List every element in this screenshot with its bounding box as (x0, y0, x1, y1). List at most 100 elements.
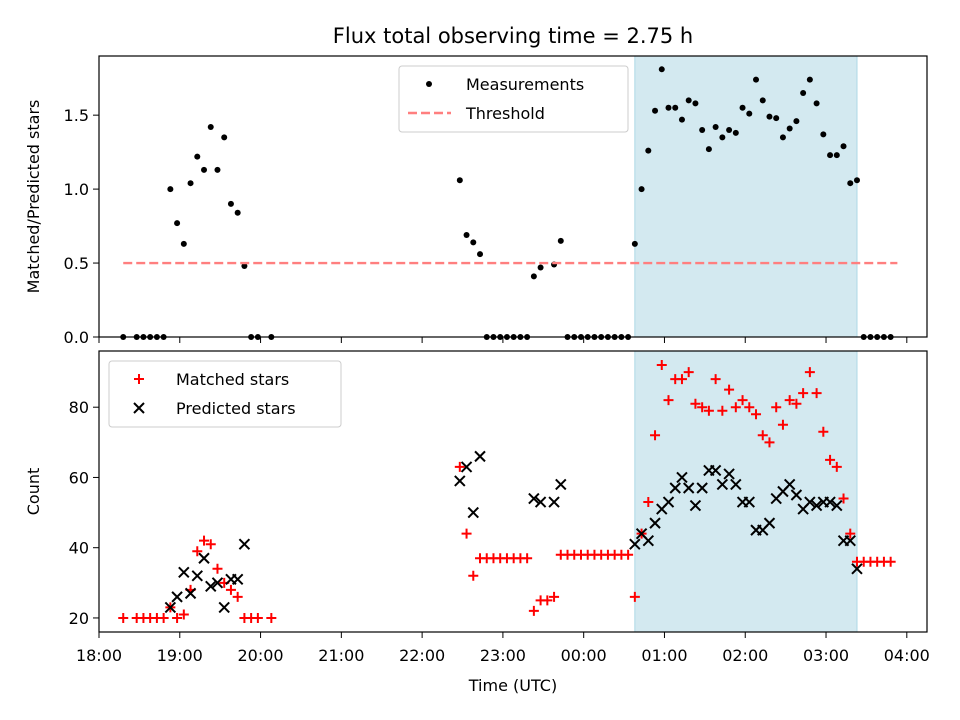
matched-point (468, 570, 479, 581)
predicted-point (709, 464, 722, 477)
predicted-point (548, 496, 560, 508)
observing-window-shade (634, 350, 858, 633)
measurement-point (793, 118, 800, 125)
predicted-point (649, 517, 661, 529)
measurement-point (699, 126, 706, 133)
measurement-point (786, 125, 793, 132)
measurement-point (557, 237, 564, 244)
predicted-point (682, 482, 695, 494)
measurement-point (806, 76, 813, 83)
predicted-point (218, 601, 230, 614)
x-tick-label: 23:00 (480, 646, 526, 665)
x-axis-label: Time (UTC) (468, 676, 557, 695)
predicted-point (164, 601, 177, 614)
measurement-point (753, 76, 760, 83)
legend-label: Threshold (465, 104, 545, 123)
measurement-point (773, 115, 780, 122)
panel-2: 20 40 60 80 18:00 19:00 20:00 21:00 22:00 23:00 00… (24, 350, 930, 695)
measurement-point (180, 240, 187, 247)
predicted-point (454, 475, 466, 487)
matched-point (225, 584, 236, 595)
matched-point (643, 497, 654, 508)
legend: Matched stars Predicted stars (108, 360, 342, 428)
y-tick-label: 1.5 (64, 106, 89, 125)
y-tick-label: 20 (69, 609, 89, 628)
matched-point (825, 454, 836, 465)
measurement-point (766, 113, 773, 120)
legend-box (108, 360, 342, 428)
predicted-point (211, 577, 224, 589)
predicted-point (696, 482, 708, 494)
measurement-point (234, 209, 241, 216)
matched-point (784, 395, 795, 406)
matched-point (118, 612, 129, 623)
measurement-point (645, 147, 652, 154)
legend-label: Predicted stars (176, 399, 296, 418)
predicted-point (198, 552, 210, 564)
matched-point (697, 402, 708, 413)
matched-point (838, 493, 849, 504)
matched-point (777, 419, 788, 430)
measurement-point (638, 186, 645, 193)
measurement-point (705, 146, 712, 153)
y-tick-label: 0.5 (64, 254, 89, 273)
measurement-point (665, 104, 672, 111)
measurement-point (241, 263, 248, 270)
predicted-point (662, 496, 675, 508)
matched-point (744, 402, 755, 413)
matched-point (205, 539, 216, 550)
measurement-point (652, 107, 659, 114)
series-matched-stars (118, 360, 896, 623)
measurement-point (194, 153, 201, 160)
legend-box (398, 65, 629, 133)
predicted-point (171, 591, 183, 603)
measurement-point (631, 240, 638, 247)
matched-point (764, 437, 775, 448)
measurement-point (221, 134, 228, 141)
matched-point (811, 388, 822, 399)
predicted-point (790, 489, 803, 501)
predicted-point (528, 492, 540, 505)
x-tick-label: 04:00 (884, 646, 930, 665)
predicted-point (844, 534, 856, 547)
y-tick-label: 60 (69, 468, 89, 487)
predicted-point (629, 538, 641, 550)
predicted-point (642, 534, 655, 547)
x-tick-label: 00:00 (561, 646, 607, 665)
matched-point (528, 605, 539, 616)
matched-point (623, 549, 634, 560)
matched-point (798, 388, 809, 399)
matched-point (212, 563, 223, 574)
matched-point (549, 591, 560, 602)
y-tick-label: 40 (69, 539, 89, 558)
measurement-point (214, 166, 221, 173)
measurement-point (470, 239, 477, 246)
matched-point (730, 402, 741, 413)
observing-window-shade (634, 55, 858, 338)
predicted-point (676, 471, 688, 484)
predicted-point (689, 499, 702, 512)
matched-point (656, 360, 667, 371)
matched-point (791, 398, 802, 409)
predicted-point (191, 570, 203, 582)
matched-point (703, 405, 714, 416)
x-tick-label: 18:00 (76, 646, 122, 665)
y-tick-label: 80 (69, 398, 89, 417)
matched-point (158, 612, 169, 623)
measurement-point (833, 152, 840, 159)
measurement-point (820, 131, 827, 138)
matched-point (676, 374, 687, 385)
legend: Measurements Threshold (398, 65, 629, 133)
matched-point (683, 367, 694, 378)
matched-point (663, 395, 674, 406)
matched-point (461, 528, 472, 539)
measurement-point (463, 231, 470, 238)
measurement-point (732, 129, 739, 136)
measurement-point (739, 104, 746, 111)
matched-point (522, 553, 533, 564)
y-tick-label: 1.0 (64, 180, 89, 199)
matched-point (199, 535, 210, 546)
matched-point (192, 546, 203, 557)
measurement-point (678, 116, 685, 123)
